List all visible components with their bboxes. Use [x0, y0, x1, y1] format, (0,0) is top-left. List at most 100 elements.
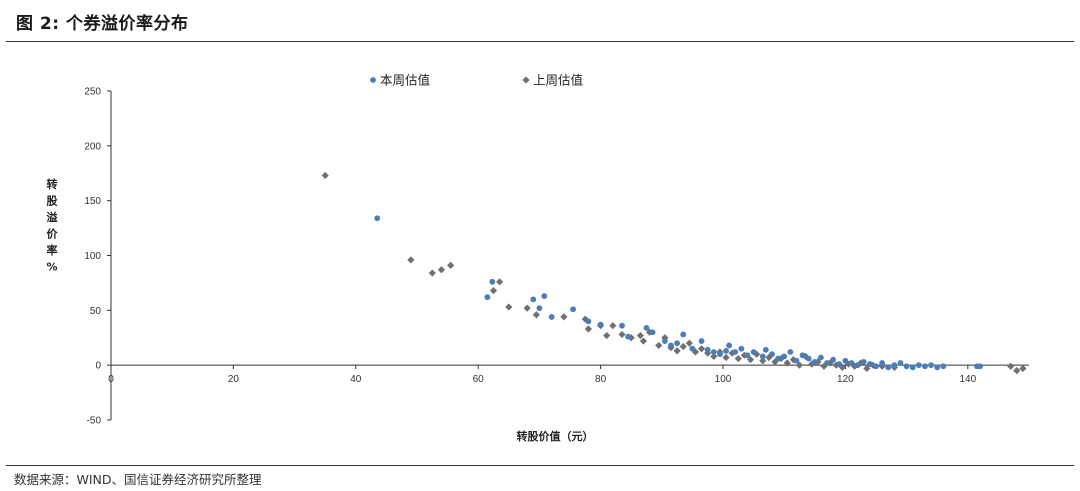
point-last-week — [728, 349, 736, 357]
y-tick-label: -50 — [87, 416, 102, 427]
point-this-week — [759, 353, 766, 360]
point-this-week — [536, 305, 543, 312]
point-last-week — [759, 357, 767, 365]
y-tick-label: 100 — [84, 251, 101, 262]
point-this-week — [811, 358, 818, 365]
point-last-week — [691, 348, 700, 356]
y-tick-label: 50 — [90, 306, 102, 317]
x-tick-label: 0 — [108, 374, 114, 385]
y-tick-label: 150 — [84, 196, 101, 207]
chart-legend: 本周估值 上周估值 — [370, 73, 583, 88]
point-this-week — [570, 306, 576, 313]
point-this-week — [781, 353, 788, 360]
point-this-week — [710, 349, 717, 355]
point-this-week — [750, 349, 757, 355]
point-this-week — [585, 318, 592, 325]
point-this-week — [842, 357, 849, 364]
top-rule — [6, 41, 1074, 42]
point-this-week — [891, 362, 898, 369]
point-this-week — [769, 351, 775, 358]
point-last-week — [808, 360, 816, 368]
point-this-week — [689, 345, 696, 352]
point-last-week — [636, 331, 644, 340]
legend-this-week-label: 本周估值 — [380, 73, 430, 88]
bottom-rule — [6, 465, 1074, 466]
point-this-week — [597, 321, 604, 328]
point-this-week — [922, 363, 928, 370]
point-this-week — [873, 363, 879, 370]
point-last-week — [771, 358, 779, 366]
point-this-week — [940, 363, 947, 370]
point-last-week — [428, 269, 436, 277]
point-this-week — [977, 363, 983, 370]
point-last-week — [710, 352, 718, 360]
point-this-week — [674, 340, 680, 347]
point-last-week — [437, 266, 446, 274]
point-last-week — [618, 330, 626, 339]
point-last-week — [722, 353, 730, 362]
point-this-week — [934, 364, 941, 371]
x-tick-label: 80 — [595, 374, 607, 385]
point-last-week — [1013, 367, 1021, 375]
x-tick-label: 40 — [350, 374, 362, 385]
point-this-week — [879, 360, 886, 366]
point-this-week — [775, 355, 781, 362]
point-last-week — [584, 325, 592, 333]
point-last-week — [489, 286, 498, 295]
y-tick-label: 250 — [84, 87, 101, 98]
point-last-week — [820, 362, 828, 370]
point-this-week — [704, 346, 711, 353]
point-this-week — [909, 364, 916, 371]
point-this-week — [738, 345, 745, 352]
point-last-week — [523, 304, 531, 312]
point-this-week — [818, 354, 824, 361]
point-this-week — [541, 293, 548, 299]
point-this-week — [793, 357, 800, 364]
point-this-week — [489, 278, 496, 285]
point-this-week — [726, 342, 733, 349]
point-last-week — [740, 351, 749, 359]
y-axis-title: 转股溢价率% — [46, 177, 58, 274]
point-last-week — [679, 342, 687, 351]
point-this-week — [885, 364, 892, 371]
point-last-week — [407, 256, 415, 264]
point-this-week — [897, 360, 904, 366]
legend-last-week-marker — [522, 76, 530, 84]
point-this-week — [625, 333, 632, 340]
point-last-week — [753, 350, 761, 358]
point-this-week — [548, 314, 555, 320]
point-this-week — [717, 351, 723, 358]
point-this-week — [723, 348, 729, 354]
point-this-week — [619, 322, 625, 329]
point-last-week — [603, 331, 611, 340]
point-last-week — [496, 278, 504, 286]
x-tick-label: 60 — [473, 374, 485, 385]
point-this-week — [649, 329, 656, 336]
point-this-week — [698, 338, 705, 344]
point-last-week — [783, 359, 791, 367]
point-this-week — [860, 358, 867, 365]
point-this-week — [661, 338, 668, 344]
point-this-week — [799, 352, 806, 359]
point-this-week — [680, 331, 687, 338]
point-this-week — [836, 361, 843, 367]
x-tick-label: 140 — [959, 374, 976, 385]
point-this-week — [744, 352, 751, 359]
point-last-week — [627, 334, 635, 342]
point-last-week — [655, 341, 663, 350]
point-last-week — [850, 362, 859, 370]
point-this-week — [805, 355, 812, 362]
point-this-week — [830, 356, 837, 363]
point-this-week — [848, 360, 855, 366]
point-this-week — [732, 349, 739, 355]
point-last-week — [838, 363, 846, 371]
point-this-week — [915, 362, 922, 369]
point-this-week — [530, 296, 537, 303]
x-tick-label: 20 — [228, 374, 240, 385]
point-last-week — [532, 311, 540, 319]
data-source-note: 数据来源：WIND、国信证券经济研究所整理 — [14, 472, 262, 487]
figure-title: 图 2: 个券溢价率分布 — [16, 14, 189, 34]
point-this-week — [787, 349, 794, 355]
point-this-week — [374, 215, 381, 222]
